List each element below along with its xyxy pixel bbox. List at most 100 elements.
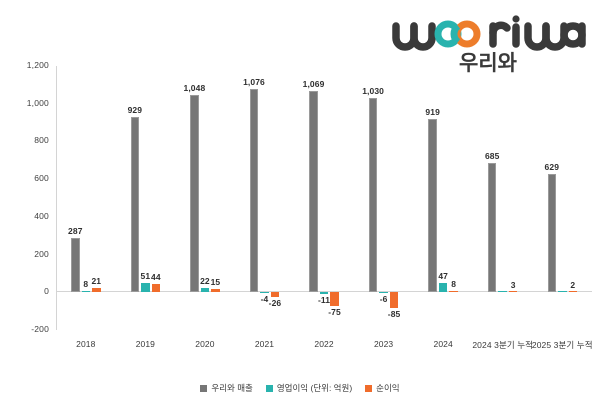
logo-i-dot bbox=[512, 15, 520, 23]
bar-value-label: 1,030 bbox=[362, 86, 384, 97]
bar-value-label: 629 bbox=[544, 161, 560, 172]
legend-item[interactable]: 영업이익 (단위: 억원) bbox=[265, 382, 353, 394]
bar-operating[interactable] bbox=[260, 291, 269, 294]
bar-operating[interactable] bbox=[200, 288, 210, 293]
y-axis-tick-label: 600 bbox=[34, 173, 49, 184]
x-axis-category-label: 2023 bbox=[373, 339, 394, 349]
bar-slot: -26 bbox=[269, 66, 281, 330]
bar-operating[interactable] bbox=[319, 292, 329, 295]
bar-value-label: -85 bbox=[387, 309, 401, 320]
x-axis-category-label: 2021 bbox=[254, 339, 275, 349]
bar-operating[interactable] bbox=[498, 290, 507, 293]
bar-groups: 287 8 21 2018 929 51 44 2019 1,048 22 15 2020 1,076-… bbox=[56, 66, 593, 350]
bar-slot: -6 bbox=[379, 66, 388, 330]
bar-slot: 51 bbox=[141, 66, 150, 330]
bar-slot: 3 bbox=[508, 66, 518, 330]
logo-wordmark bbox=[392, 21, 586, 51]
bar-net[interactable] bbox=[270, 292, 280, 298]
y-axis-tick-label: 400 bbox=[34, 210, 49, 221]
y-axis-tick-label: -200 bbox=[31, 324, 49, 334]
legend-swatch bbox=[200, 384, 208, 392]
bar-net[interactable] bbox=[449, 290, 458, 293]
bar-operating[interactable] bbox=[438, 283, 448, 293]
logo-svg: 우리와 bbox=[392, 15, 586, 74]
y-axis-tick-label: 200 bbox=[34, 248, 49, 259]
legend-label: 순이익 bbox=[376, 383, 400, 393]
bar-slot: 15 bbox=[211, 66, 220, 330]
bar-chart: 1,200 1,000 800 600 400 200 0 -200 287 8 21 2018 92… bbox=[0, 56, 600, 368]
y-axis-tick-label: 0 bbox=[44, 286, 49, 297]
bar-slot: 1,048 bbox=[184, 66, 205, 330]
bar-value-label: 1,069 bbox=[302, 78, 325, 89]
bar-slot: 629 bbox=[544, 66, 560, 330]
bar-revenue[interactable] bbox=[428, 119, 437, 293]
y-axis-tick-label: 800 bbox=[34, 135, 49, 146]
bar-group: 1,076 -4 -26 2021 bbox=[235, 66, 295, 349]
bar-slot: -11 bbox=[317, 66, 331, 330]
bar-net[interactable] bbox=[330, 292, 339, 307]
bar-slot: 21 bbox=[91, 66, 101, 330]
bar-value-label: 3 bbox=[510, 279, 516, 290]
bar-value-label: 8 bbox=[451, 278, 457, 289]
zero-baseline bbox=[56, 291, 592, 293]
logo-ring-overlap bbox=[450, 23, 461, 45]
bar-slot: 685 bbox=[484, 66, 500, 330]
bar-group: 929 51 44 2019 bbox=[116, 66, 176, 349]
bar-revenue[interactable] bbox=[368, 98, 378, 293]
legend-swatch bbox=[265, 384, 273, 392]
bar-revenue[interactable] bbox=[309, 90, 318, 293]
bar-operating[interactable] bbox=[141, 282, 150, 293]
bar-group-bars: 1,069 -11 -75 bbox=[294, 66, 354, 330]
logo-subtitle: 우리와 bbox=[459, 52, 518, 74]
y-gridline: 400 bbox=[34, 211, 592, 221]
bar-group-bars: 1,076 -4 -26 bbox=[235, 66, 295, 330]
bar-revenue[interactable] bbox=[190, 94, 199, 293]
legend-label: 영업이익 (단위: 억원) bbox=[276, 383, 353, 393]
bar-group-bars: 1,030 -6 -85 bbox=[354, 66, 414, 330]
bar-operating[interactable] bbox=[379, 291, 388, 294]
x-axis-category-label: 2020 bbox=[195, 339, 215, 349]
bar-value-label: 685 bbox=[484, 151, 500, 162]
bar-slot: 919 bbox=[425, 66, 440, 330]
bar-operating[interactable] bbox=[81, 290, 91, 293]
bar-slot: -4 bbox=[260, 66, 269, 330]
bar-slot: 1,030 bbox=[362, 66, 384, 330]
bar-value-label: 47 bbox=[438, 271, 448, 282]
bar-group-bars: 919 47 8 bbox=[413, 66, 473, 330]
x-axis-category-label: 2022 bbox=[314, 339, 334, 349]
y-gridline: 1,200 bbox=[27, 60, 592, 70]
bar-revenue[interactable] bbox=[130, 117, 140, 293]
legend-item[interactable]: 순이익 bbox=[365, 382, 400, 394]
bar-value-label: -6 bbox=[379, 294, 388, 305]
bar-net[interactable] bbox=[92, 288, 101, 293]
bar-value-label: 287 bbox=[68, 226, 83, 237]
y-gridline: 800 bbox=[34, 135, 592, 145]
bar-net[interactable] bbox=[151, 284, 161, 293]
bar-slot: 287 bbox=[68, 66, 83, 330]
legend-item[interactable]: 우리와 매출 bbox=[200, 382, 253, 394]
bar-net[interactable] bbox=[211, 289, 220, 293]
y-axis-tick-label: 1,000 bbox=[26, 97, 49, 108]
bar-value-label: -11 bbox=[317, 295, 331, 306]
bar-slot: 8 bbox=[449, 66, 458, 330]
bar-revenue[interactable] bbox=[71, 238, 80, 293]
bar-group: 919 47 8 2024 bbox=[413, 66, 473, 349]
bar-slot: 44 bbox=[151, 66, 161, 330]
bar-operating[interactable] bbox=[558, 290, 567, 293]
bar-revenue[interactable] bbox=[547, 173, 557, 293]
bar-net[interactable] bbox=[389, 292, 399, 309]
bar-net[interactable] bbox=[508, 290, 518, 293]
bar-slot: 2 bbox=[568, 66, 578, 330]
bar-value-label: 919 bbox=[425, 107, 440, 117]
bar-slot: -75 bbox=[328, 66, 341, 330]
y-gridline: 1,000 bbox=[27, 98, 592, 108]
x-axis-category-label: 2019 bbox=[135, 339, 155, 349]
bar-group-bars: 929 51 44 bbox=[116, 66, 176, 330]
bar-value-label: 929 bbox=[127, 105, 143, 116]
bar-net[interactable] bbox=[568, 290, 578, 293]
bar-group: 1,030 -6 -85 2023 bbox=[354, 66, 414, 349]
wooriwa-logo: 우리와 bbox=[390, 12, 586, 74]
bar-revenue[interactable] bbox=[487, 163, 497, 293]
y-axis-line bbox=[56, 66, 57, 330]
bar-revenue[interactable] bbox=[249, 89, 259, 293]
